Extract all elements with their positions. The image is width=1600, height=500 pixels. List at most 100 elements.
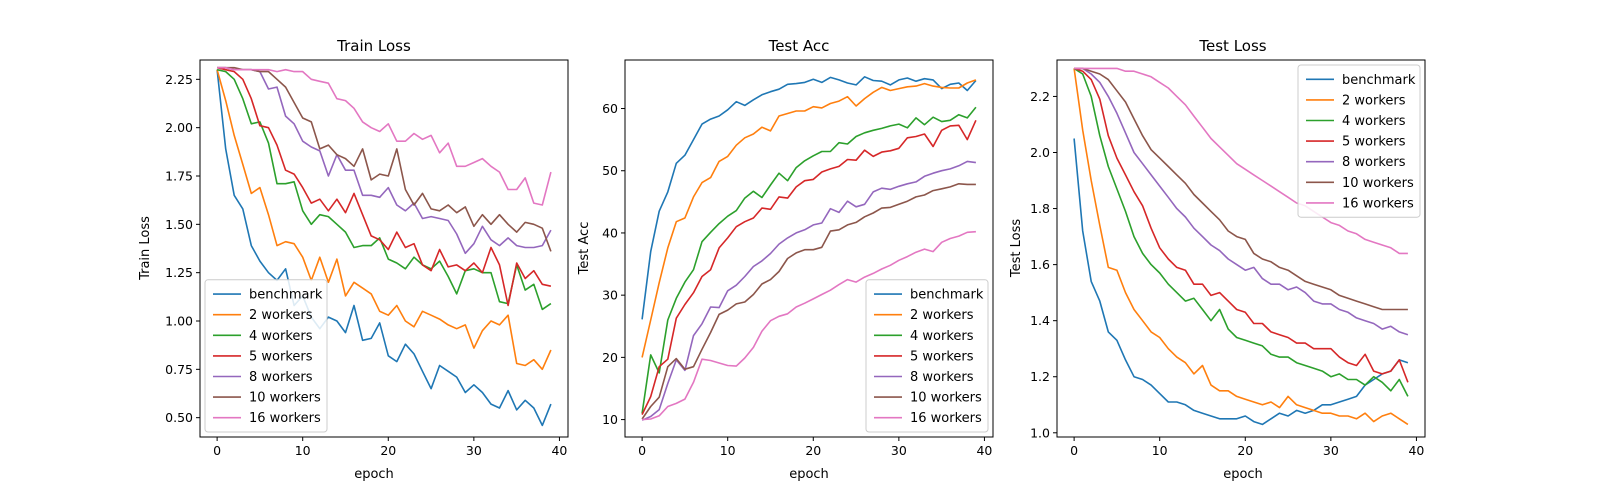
legend-label: 4 workers bbox=[249, 329, 313, 344]
legend-label: 5 workers bbox=[910, 349, 974, 364]
x-tick-label: 40 bbox=[976, 443, 992, 458]
y-tick-label: 1.00 bbox=[165, 314, 193, 329]
panel-train-loss: Train Loss 0 10 20 30 40 0.50 0.75 1.00 1.25 1.50… bbox=[138, 37, 569, 482]
x-tick-label: 0 bbox=[1070, 443, 1078, 458]
series-line bbox=[1073, 68, 1409, 426]
series-group bbox=[216, 66, 552, 427]
chart-title: Train Loss bbox=[336, 37, 411, 55]
legend-box bbox=[204, 279, 328, 433]
series-line bbox=[217, 66, 552, 206]
legend-box bbox=[865, 279, 989, 433]
legend-label: benchmark bbox=[249, 288, 323, 303]
series-line bbox=[641, 119, 977, 415]
y-tick-label: 60 bbox=[602, 101, 618, 116]
y-tick-label: 2.25 bbox=[165, 72, 193, 87]
legend-label: 8 workers bbox=[910, 370, 974, 385]
x-axis-label: epoch bbox=[354, 467, 394, 482]
legend-label: 10 workers bbox=[249, 391, 321, 406]
legend-label: 16 workers bbox=[910, 411, 982, 426]
y-tick-label: 50 bbox=[602, 163, 618, 178]
legend: benchmark 2 workers 4 workers 5 workers 8 wo… bbox=[204, 279, 328, 433]
y-tick-label: 1.4 bbox=[1030, 313, 1050, 328]
x-tick-label: 30 bbox=[466, 443, 482, 458]
legend-label: 2 workers bbox=[910, 308, 974, 323]
series-line bbox=[216, 69, 552, 371]
y-tick-label: 1.6 bbox=[1030, 257, 1050, 272]
series-line bbox=[641, 106, 977, 414]
x-tick-label: 10 bbox=[295, 443, 311, 458]
y-axis-label: Test Loss bbox=[1009, 219, 1024, 278]
series-line bbox=[1073, 138, 1409, 426]
y-axis-label: Train Loss bbox=[138, 216, 153, 281]
x-tick-label: 40 bbox=[551, 443, 567, 458]
series-line bbox=[641, 76, 977, 320]
y-tick-label: 0.75 bbox=[165, 362, 193, 377]
panel-test-acc: Test Acc 0 10 20 30 40 10 20 30 40 50 60 benchmark 2… bbox=[577, 37, 994, 482]
axes-frame bbox=[624, 59, 994, 438]
legend-label: 8 workers bbox=[249, 370, 313, 385]
y-tick-label: 40 bbox=[602, 225, 618, 240]
series-line bbox=[1073, 67, 1409, 383]
legend-label: 10 workers bbox=[910, 391, 982, 406]
legend-label: benchmark bbox=[910, 288, 984, 303]
axes-frame bbox=[199, 59, 569, 438]
series-line bbox=[1074, 67, 1408, 311]
legend-label: 5 workers bbox=[249, 349, 313, 364]
legend-label: 5 workers bbox=[1342, 135, 1406, 150]
series-line bbox=[641, 160, 977, 421]
legend-label: 4 workers bbox=[1342, 114, 1406, 129]
x-tick-label: 30 bbox=[891, 443, 907, 458]
series-group bbox=[641, 76, 977, 421]
series-line bbox=[217, 66, 552, 252]
x-tick-label: 10 bbox=[1152, 443, 1168, 458]
y-tick-label: 0.50 bbox=[165, 410, 193, 425]
x-tick-label: 30 bbox=[1323, 443, 1339, 458]
y-tick-label: 2.00 bbox=[165, 120, 193, 135]
series-line bbox=[216, 69, 552, 427]
x-tick-label: 10 bbox=[720, 443, 736, 458]
y-tick-label: 30 bbox=[602, 288, 618, 303]
x-axis-label: epoch bbox=[1223, 467, 1263, 482]
legend: benchmark 2 workers 4 workers 5 workers 8 wo… bbox=[1297, 64, 1421, 218]
legend-label: 16 workers bbox=[1342, 196, 1414, 211]
series-line bbox=[641, 183, 976, 420]
legend-label: 2 workers bbox=[249, 308, 313, 323]
y-tick-label: 2.0 bbox=[1030, 145, 1050, 160]
y-tick-label: 10 bbox=[602, 412, 618, 427]
x-tick-label: 0 bbox=[638, 443, 646, 458]
x-tick-label: 20 bbox=[805, 443, 821, 458]
y-tick-label: 1.0 bbox=[1030, 425, 1050, 440]
legend-label: 10 workers bbox=[1342, 176, 1414, 191]
y-tick-label: 1.75 bbox=[165, 169, 193, 184]
series-line bbox=[642, 230, 976, 421]
y-tick-label: 1.2 bbox=[1030, 369, 1050, 384]
series-line bbox=[217, 66, 552, 255]
chart-title: Test Loss bbox=[1198, 37, 1266, 55]
panel-test-loss: Test Loss 0 10 20 30 40 1.0 1.2 1.4 1.6 1.8 2.0 2.2… bbox=[1009, 37, 1426, 482]
plot-area: 0 10 20 30 40 0.50 0.75 1.00 1.25 1.50 1.75 2.00 2.2… bbox=[165, 59, 569, 458]
series-line bbox=[216, 68, 552, 311]
series-line bbox=[216, 66, 552, 307]
y-axis-label: Test Acc bbox=[577, 222, 592, 276]
y-tick-label: 20 bbox=[602, 350, 618, 365]
plot-area: 0 10 20 30 40 10 20 30 40 50 60 benchmark 2 workers 4… bbox=[602, 59, 994, 458]
legend-label: benchmark bbox=[1342, 73, 1416, 88]
series-line bbox=[1074, 67, 1408, 255]
y-tick-label: 1.8 bbox=[1030, 201, 1050, 216]
legend: benchmark 2 workers 4 workers 5 workers 8 wo… bbox=[865, 279, 989, 433]
series-group bbox=[1073, 67, 1409, 426]
x-tick-label: 20 bbox=[1237, 443, 1253, 458]
legend-label: 16 workers bbox=[249, 411, 321, 426]
x-tick-label: 40 bbox=[1408, 443, 1424, 458]
y-tick-label: 2.2 bbox=[1030, 89, 1050, 104]
chart-title: Test Acc bbox=[768, 37, 830, 55]
x-tick-label: 0 bbox=[213, 443, 221, 458]
legend-label: 4 workers bbox=[910, 329, 974, 344]
x-axis-label: epoch bbox=[789, 467, 829, 482]
series-line bbox=[1074, 67, 1409, 336]
axes-frame bbox=[1056, 59, 1426, 438]
legend-label: 8 workers bbox=[1342, 155, 1406, 170]
y-tick-label: 1.50 bbox=[165, 217, 193, 232]
series-line bbox=[1073, 67, 1409, 397]
